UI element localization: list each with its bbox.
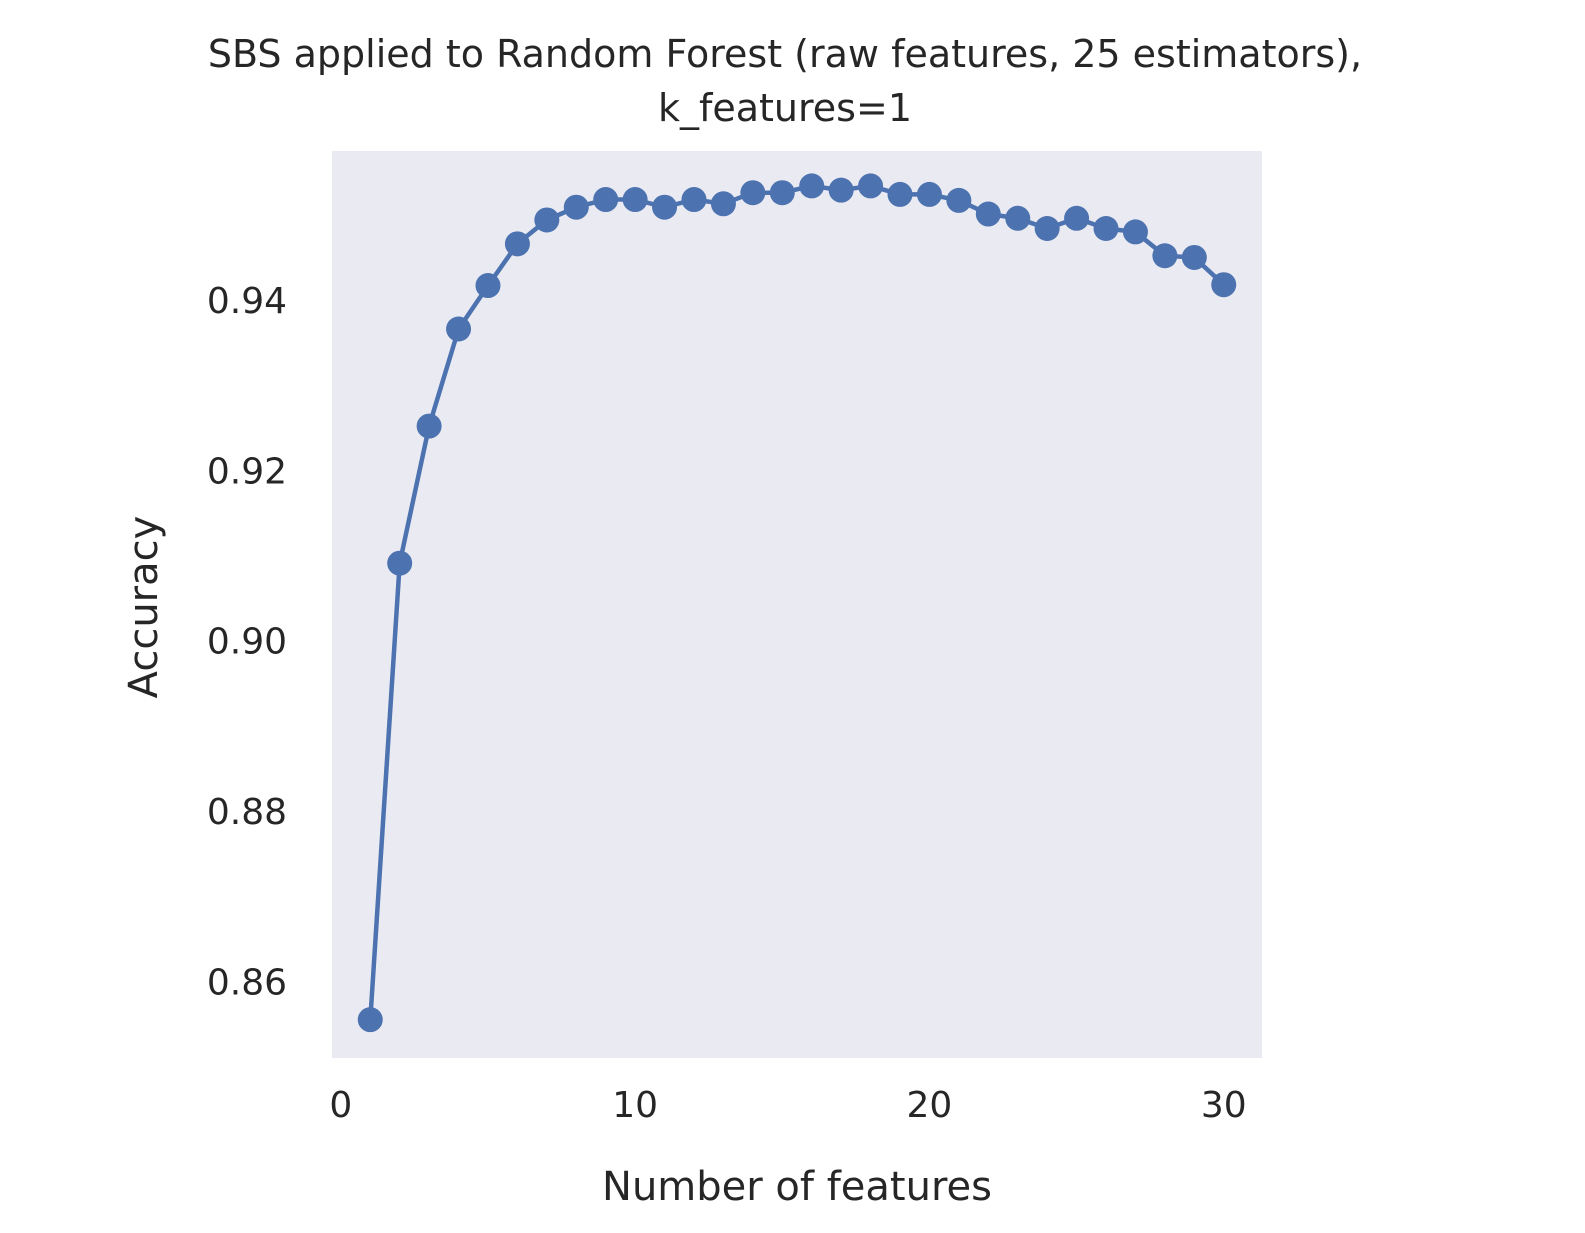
data-point <box>475 273 501 299</box>
data-point <box>828 177 854 203</box>
data-point <box>1064 205 1090 231</box>
data-point <box>1211 272 1237 298</box>
chart-title-line1: SBS applied to Random Forest (raw featur… <box>208 32 1362 76</box>
data-point <box>858 173 884 199</box>
chart-title-line2: k_features=1 <box>658 86 912 130</box>
data-point <box>357 1007 383 1033</box>
x-tick-label: 20 <box>907 1085 953 1126</box>
data-point <box>534 207 560 233</box>
y-axis-label: Accuracy <box>121 516 167 699</box>
data-point <box>887 181 913 207</box>
data-point <box>769 180 795 206</box>
y-tick-label: 0.86 <box>207 962 287 1003</box>
data-point <box>1122 219 1148 245</box>
data-point <box>563 194 589 220</box>
data-point <box>710 191 736 217</box>
accuracy-series <box>357 173 1237 1033</box>
data-point <box>975 201 1001 227</box>
data-point <box>1152 243 1178 269</box>
data-point <box>1093 215 1119 241</box>
data-point <box>504 231 530 257</box>
data-point <box>387 550 413 576</box>
y-tick-label: 0.94 <box>207 281 287 322</box>
y-axis-ticks: 0.86 0.88 0.90 0.92 0.94 <box>207 281 287 1003</box>
data-point <box>740 180 766 206</box>
data-point <box>622 187 648 213</box>
data-point <box>1005 205 1031 231</box>
x-axis-ticks: 0 10 20 30 <box>329 1085 1246 1126</box>
plot-area <box>332 151 1262 1058</box>
data-point <box>799 173 825 199</box>
y-tick-label: 0.92 <box>207 451 287 492</box>
data-point <box>652 194 678 220</box>
data-point <box>416 413 442 439</box>
x-tick-label: 30 <box>1201 1085 1247 1126</box>
data-point <box>593 187 619 213</box>
x-axis-label: Number of features <box>602 1164 992 1210</box>
y-tick-label: 0.90 <box>207 622 287 663</box>
data-point <box>946 187 972 213</box>
data-point <box>446 316 472 342</box>
data-point <box>681 187 707 213</box>
y-tick-label: 0.88 <box>207 792 287 833</box>
x-tick-label: 10 <box>612 1085 658 1126</box>
data-point <box>1034 215 1060 241</box>
data-point <box>1181 244 1207 270</box>
x-tick-label: 0 <box>329 1085 352 1126</box>
data-point <box>916 181 942 207</box>
